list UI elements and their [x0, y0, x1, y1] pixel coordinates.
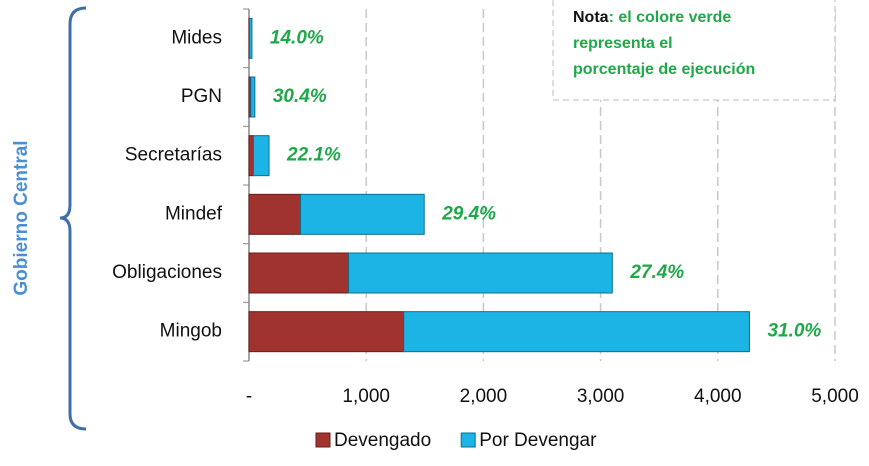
note-bold: Nota	[573, 9, 609, 26]
x-tick-label: 1,000	[342, 386, 390, 407]
group-label: Gobierno Central	[11, 140, 32, 295]
legend-swatch	[315, 432, 331, 448]
bar-segment	[248, 135, 254, 177]
bar-segment	[248, 17, 253, 59]
percent-label: 29.4%	[441, 203, 496, 224]
percent-label: 30.4%	[273, 86, 327, 107]
y-tick-label: Mindef	[165, 203, 223, 224]
y-tick-label: PGN	[181, 86, 222, 107]
group-bracket	[59, 6, 87, 431]
note-text: representa el	[573, 35, 673, 52]
y-tick-label: Secretarías	[125, 145, 222, 166]
note-box	[552, 0, 836, 101]
percent-label: 31.0%	[767, 321, 821, 342]
note-text: Nota: el colore verde	[573, 9, 731, 26]
bar-segment	[248, 252, 350, 294]
bar-segment	[300, 193, 425, 235]
x-tick-label: 3,000	[577, 386, 625, 407]
legend-label: Por Devengar	[479, 430, 597, 451]
bar-segment	[250, 76, 256, 118]
legend-label: Devengado	[334, 430, 431, 451]
x-tick-label: -	[246, 386, 252, 407]
y-tick-label: Mingob	[160, 321, 222, 342]
percent-label: 14.0%	[270, 27, 324, 48]
y-tick-label: Obligaciones	[112, 262, 222, 283]
bar-segment	[403, 311, 750, 353]
bar-segment	[252, 135, 270, 177]
percent-label: 27.4%	[629, 262, 684, 283]
bar-segment	[248, 193, 302, 235]
note-text: porcentaje de ejecución	[573, 61, 755, 78]
bar-segment	[348, 252, 613, 294]
legend-swatch	[460, 432, 476, 448]
percent-label: 22.1%	[286, 145, 341, 166]
bar-segment	[248, 311, 405, 353]
x-tick-label: 4,000	[694, 386, 742, 407]
x-tick-label: 2,000	[460, 386, 508, 407]
y-tick-label: Mides	[171, 27, 222, 48]
note-line: : el colore verde	[609, 9, 732, 26]
x-tick-label: 5,000	[811, 386, 859, 407]
